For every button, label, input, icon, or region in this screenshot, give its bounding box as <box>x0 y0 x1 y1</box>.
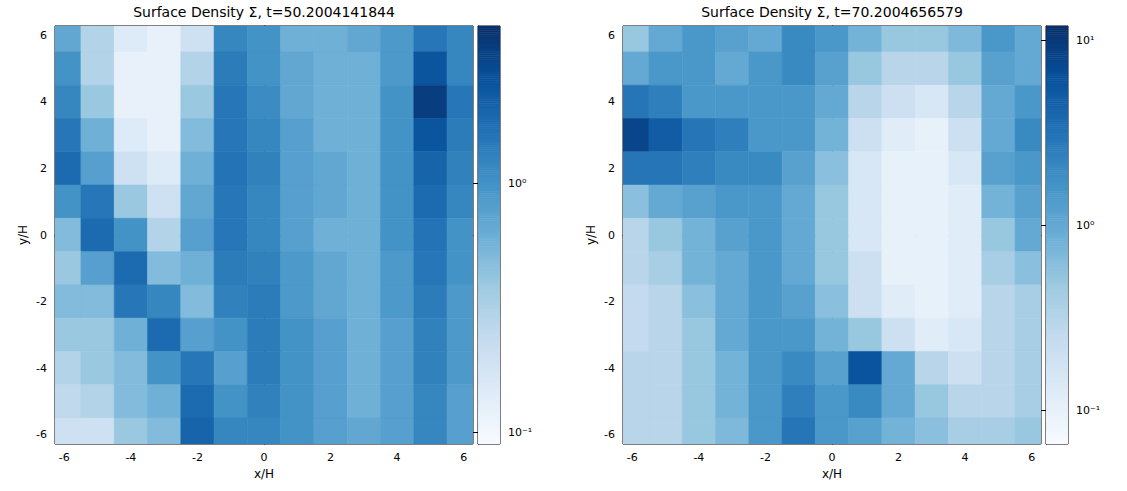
svg-text:10⁰: 10⁰ <box>1076 219 1095 232</box>
svg-text:x/H: x/H <box>822 467 842 481</box>
svg-text:x/H: x/H <box>254 467 274 481</box>
svg-text:-4: -4 <box>36 362 47 375</box>
svg-text:10⁻¹: 10⁻¹ <box>508 426 532 439</box>
svg-text:6: 6 <box>40 29 47 42</box>
svg-text:6: 6 <box>608 29 615 42</box>
svg-text:-4: -4 <box>125 451 136 464</box>
svg-text:10⁻¹: 10⁻¹ <box>1076 404 1100 417</box>
svg-text:Surface Density Σ, t=50.200414: Surface Density Σ, t=50.2004141844 <box>133 4 395 20</box>
svg-text:2: 2 <box>608 162 615 175</box>
svg-text:-6: -6 <box>604 428 615 441</box>
svg-text:0: 0 <box>261 451 268 464</box>
svg-text:Surface Density Σ, t=70.200465: Surface Density Σ, t=70.2004656579 <box>701 4 963 20</box>
svg-text:-2: -2 <box>760 451 771 464</box>
svg-text:y/H: y/H <box>16 225 30 245</box>
svg-text:2: 2 <box>40 162 47 175</box>
svg-text:2: 2 <box>327 451 334 464</box>
svg-text:-2: -2 <box>604 295 615 308</box>
svg-text:-4: -4 <box>693 451 704 464</box>
svg-text:2: 2 <box>895 451 902 464</box>
svg-text:4: 4 <box>40 95 47 108</box>
svg-text:4: 4 <box>394 451 401 464</box>
svg-text:-2: -2 <box>192 451 203 464</box>
svg-text:y/H: y/H <box>584 225 598 245</box>
svg-text:-2: -2 <box>36 295 47 308</box>
svg-text:10¹: 10¹ <box>1076 34 1094 47</box>
svg-text:-6: -6 <box>36 428 47 441</box>
svg-text:6: 6 <box>460 451 467 464</box>
svg-text:-6: -6 <box>627 451 638 464</box>
svg-text:-6: -6 <box>59 451 70 464</box>
svg-text:0: 0 <box>40 229 47 242</box>
svg-text:4: 4 <box>608 95 615 108</box>
svg-text:10⁰: 10⁰ <box>508 177 527 190</box>
svg-text:6: 6 <box>1028 451 1035 464</box>
svg-text:4: 4 <box>962 451 969 464</box>
svg-text:0: 0 <box>829 451 836 464</box>
svg-text:0: 0 <box>608 229 615 242</box>
svg-text:-4: -4 <box>604 362 615 375</box>
